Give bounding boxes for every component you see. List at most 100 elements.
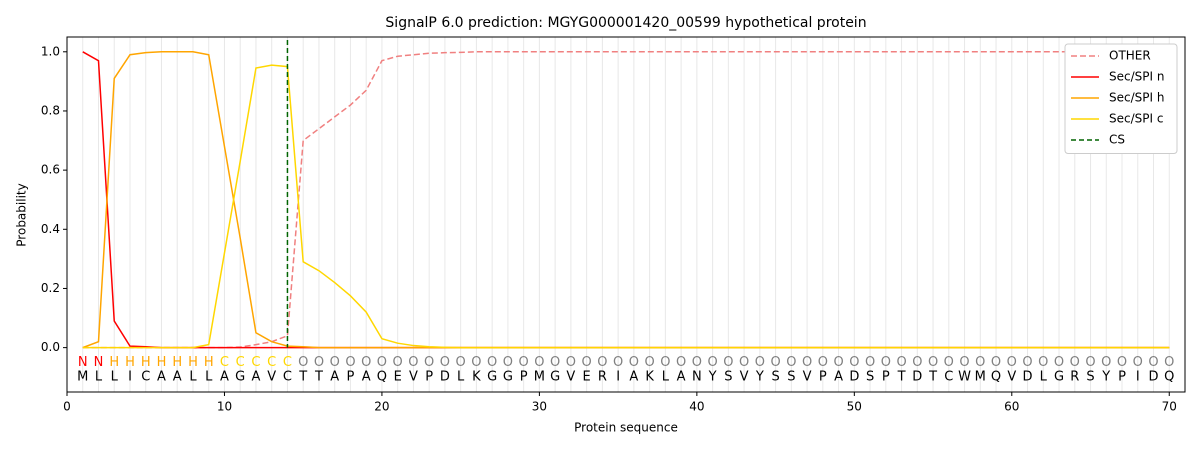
plot-frame [66,36,1186,393]
residue-label: R [1070,370,1079,385]
residue-label: L [111,370,119,385]
y-tick-label: 1.0 [41,44,60,58]
region-label: O [1022,355,1032,370]
y-tick-label: 0.6 [41,163,60,177]
residue-label: P [425,370,433,385]
legend-label: CS [1109,133,1125,147]
residue-label: L [662,370,670,385]
residue-label: D [849,370,859,385]
x-axis-label: Protein sequence [574,421,678,435]
region-label: O [330,355,340,370]
residue-label: T [298,370,307,385]
legend-label: OTHER [1109,49,1151,63]
residue-label: S [771,370,779,385]
legend-label: Sec/SPI n [1109,70,1164,84]
residue-label: E [394,370,402,385]
residue-label: N [692,370,702,385]
residue-label: A [362,370,371,385]
region-label: O [802,355,812,370]
residue-label: M [534,370,545,385]
region-label: O [818,355,828,370]
region-label: O [991,355,1001,370]
region-label: C [283,355,292,370]
region-label: C [251,355,260,370]
region-label: O [660,355,670,370]
region-label: H [125,355,135,370]
residue-label: A [252,370,261,385]
chart-title: SignalP 6.0 prediction: MGYG000001420_00… [385,15,866,31]
residue-label: L [1040,370,1048,385]
residue-label: V [803,370,812,385]
region-label: O [471,355,481,370]
region-label: O [833,355,843,370]
region-label: O [440,355,450,370]
residue-label: Y [708,370,717,385]
residue-label: S [1086,370,1094,385]
region-label: O [944,355,954,370]
region-label: O [566,355,576,370]
residue-label: P [882,370,890,385]
x-tick-label: 40 [689,400,704,414]
region-label: C [236,355,245,370]
region-label: O [896,355,906,370]
legend-label: Sec/SPI c [1109,112,1163,126]
residue-label: P [520,370,528,385]
residue-label: P [819,370,827,385]
series-line [82,64,1170,349]
region-label: O [629,355,639,370]
region-label: O [597,355,607,370]
region-label: O [975,355,985,370]
residue-label: G [235,370,245,385]
region-label: O [408,355,418,370]
legend-label: Sec/SPI h [1109,91,1164,105]
residue-label: G [1054,370,1064,385]
region-label: C [267,355,276,370]
residue-label: C [283,370,292,385]
region-label: O [424,355,434,370]
residue-label: E [583,370,591,385]
region-label: O [314,355,324,370]
region-label: O [1085,355,1095,370]
region-label: N [78,355,88,370]
residue-label: S [866,370,874,385]
region-label: O [755,355,765,370]
residue-label: A [629,370,638,385]
region-label: O [503,355,513,370]
residue-label: I [616,370,620,385]
residue-label: C [141,370,150,385]
region-label: O [1007,355,1017,370]
region-label: O [1164,355,1174,370]
region-label: O [550,355,560,370]
residue-label: A [220,370,229,385]
residue-label: V [1007,370,1016,385]
region-label: O [534,355,544,370]
legend-box [1064,43,1178,154]
residue-label: V [566,370,575,385]
region-label: O [487,355,497,370]
region-label: O [881,355,891,370]
region-label: O [1117,355,1127,370]
region-label: O [582,355,592,370]
residue-label: A [330,370,339,385]
region-label: O [959,355,969,370]
residue-label: V [740,370,749,385]
x-tick-label: 60 [1004,400,1019,414]
residue-label: K [472,370,481,385]
residue-label: D [912,370,922,385]
region-label: O [345,355,355,370]
residue-label: S [724,370,732,385]
residue-label: D [440,370,450,385]
residue-label: Y [1101,370,1110,385]
region-label: H [157,355,167,370]
region-label: O [519,355,529,370]
residue-label: G [487,370,497,385]
residue-label: I [1136,370,1140,385]
region-label: C [220,355,229,370]
residue-label: M [975,370,986,385]
residue-label: R [598,370,607,385]
residue-label: L [457,370,465,385]
region-label: O [1148,355,1158,370]
region-label: O [1070,355,1080,370]
